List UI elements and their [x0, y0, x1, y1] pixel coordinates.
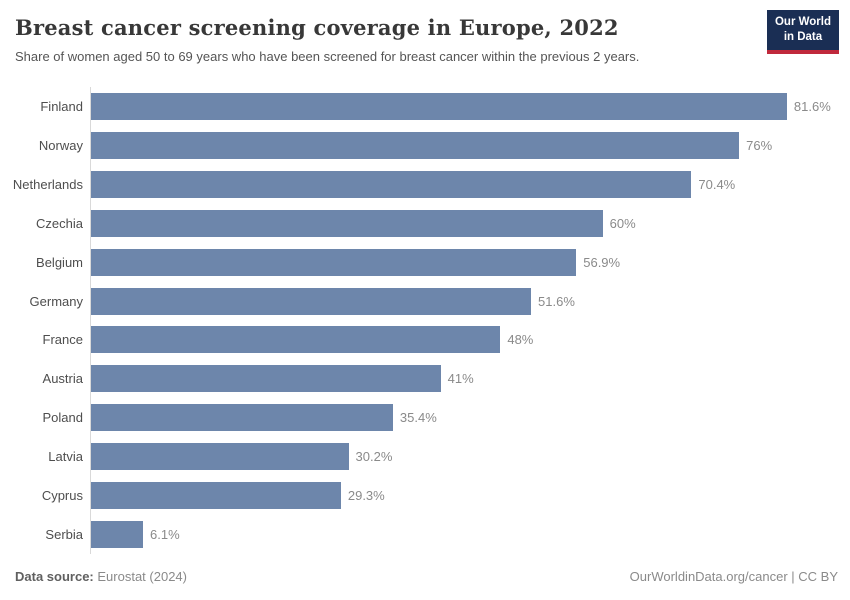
bar-area: 81.6%	[90, 87, 850, 127]
chart-row: Cyprus 29.3%	[0, 476, 850, 515]
value-label: 51.6%	[538, 293, 575, 309]
bar-area: 70.4%	[90, 164, 850, 204]
country-label: Austria	[42, 371, 83, 387]
bar	[91, 404, 393, 432]
country-label: Netherlands	[12, 176, 83, 192]
bar	[91, 287, 532, 315]
bar-area: 56.9%	[90, 242, 850, 282]
bar-area: 30.2%	[90, 437, 850, 477]
country-label: Norway	[38, 137, 83, 153]
bar	[91, 248, 577, 276]
chart-row: Germany 51.6%	[0, 281, 850, 321]
value-label: 30.2%	[355, 449, 393, 465]
bar-area: 60%	[90, 203, 850, 243]
bar	[91, 520, 144, 548]
chart-title: Breast cancer screening coverage in Euro…	[15, 15, 619, 40]
value-label: 48%	[507, 332, 534, 348]
owid-logo-line1: Our World	[774, 16, 831, 28]
chart-header: Breast cancer screening coverage in Euro…	[0, 0, 850, 66]
country-label: Cyprus	[41, 487, 83, 503]
bar-area: 51.6%	[90, 281, 850, 321]
country-label: Poland	[42, 410, 83, 426]
bar-area: 48%	[90, 320, 850, 360]
owid-logo: Our World in Data	[766, 10, 839, 54]
attribution: OurWorldinData.org/cancer | CC BY	[629, 569, 838, 584]
country-label: Latvia	[48, 449, 83, 465]
bar-area: 41%	[90, 359, 850, 399]
value-label: 60%	[609, 215, 636, 231]
bar-area: 6.1%	[90, 514, 850, 554]
chart-row: Latvia 30.2%	[0, 437, 850, 477]
bar-area: 29.3%	[90, 476, 850, 515]
country-label: Czechia	[36, 215, 83, 231]
value-label: 56.9%	[583, 254, 621, 270]
value-label: 35.4%	[399, 410, 437, 426]
chart-row: Austria 41%	[0, 359, 850, 399]
bar	[91, 209, 603, 237]
chart-row: Poland 35.4%	[0, 398, 850, 438]
country-label: France	[42, 332, 83, 348]
country-label: Belgium	[36, 254, 83, 270]
bar	[91, 365, 441, 393]
country-label: Serbia	[45, 526, 83, 542]
country-label: Finland	[40, 99, 83, 115]
chart-row: Serbia 6.1%	[0, 514, 850, 554]
chart-row: Finland 81.6%	[0, 87, 850, 127]
value-label: 81.6%	[793, 99, 831, 115]
bar-area: 76%	[90, 126, 850, 165]
chart-subtitle: Share of women aged 50 to 69 years who h…	[15, 49, 640, 65]
chart: Finland 81.6% Norway 76% Netherlands 70.…	[0, 87, 850, 554]
chart-row: France 48%	[0, 320, 850, 360]
bar	[91, 93, 787, 121]
value-label: 29.3%	[347, 487, 385, 503]
value-label: 6.1%	[150, 526, 180, 542]
chart-row: Belgium 56.9%	[0, 242, 850, 282]
bar	[91, 443, 349, 471]
chart-row: Netherlands 70.4%	[0, 164, 850, 204]
bar-area: 35.4%	[90, 398, 850, 438]
data-source: Data source: Eurostat (2024)	[15, 569, 187, 584]
bar	[91, 170, 692, 198]
bar	[91, 481, 341, 509]
chart-row: Czechia 60%	[0, 203, 850, 243]
value-label: 41%	[447, 371, 474, 387]
chart-row: Norway 76%	[0, 126, 850, 165]
bar	[91, 326, 501, 354]
value-label: 70.4%	[698, 176, 736, 192]
value-label: 76%	[746, 137, 773, 153]
country-label: Germany	[29, 293, 83, 309]
data-source-label: Data source:	[15, 569, 94, 584]
chart-footer: Data source: Eurostat (2024) OurWorldinD…	[15, 569, 838, 584]
bar	[91, 131, 740, 159]
data-source-value: Eurostat (2024)	[97, 569, 187, 584]
owid-logo-line2: in Data	[783, 30, 823, 43]
